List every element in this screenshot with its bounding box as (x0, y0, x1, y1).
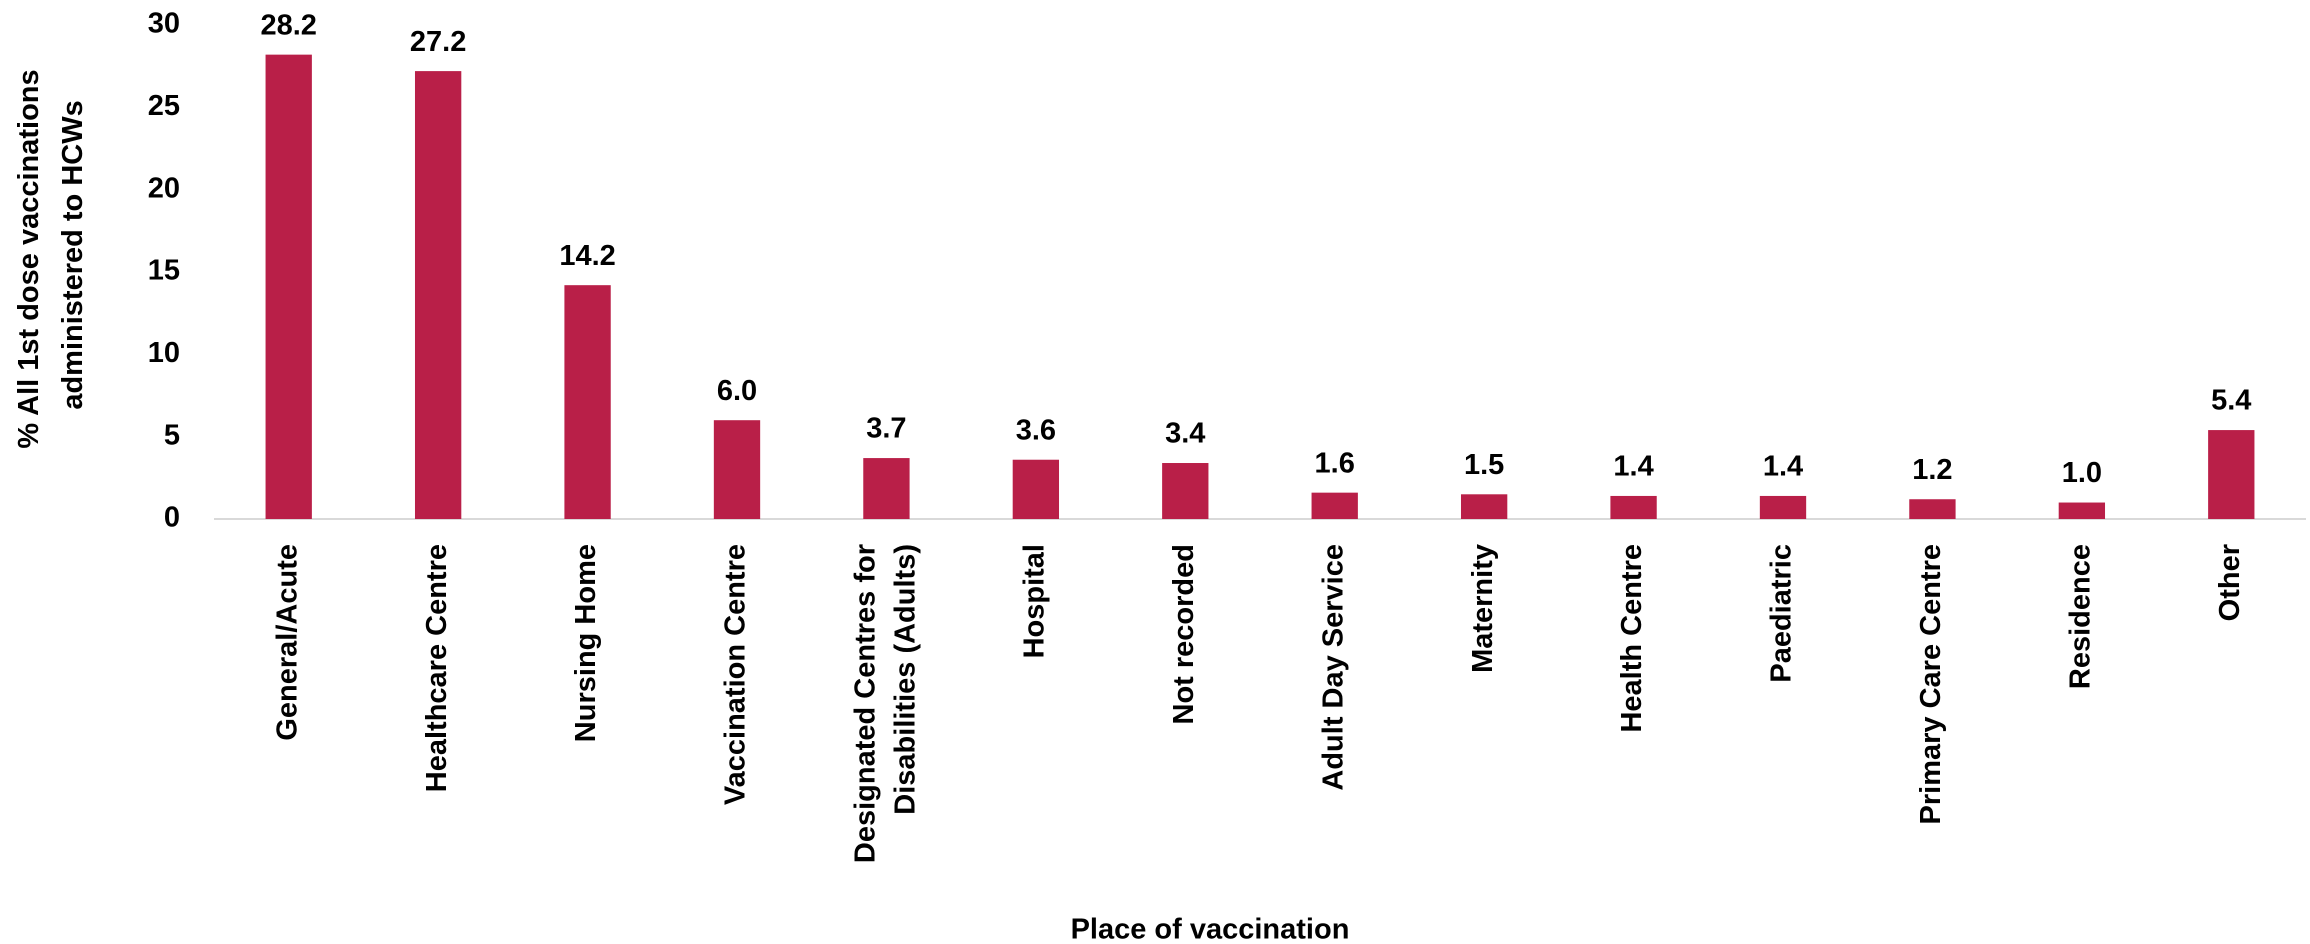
data-label: 1.4 (1613, 451, 1653, 483)
x-tick-label: Designated Centres for Disabilities (Adu… (849, 544, 921, 863)
bar (1311, 492, 1358, 519)
x-tick-label: Nursing Home (570, 544, 602, 742)
bar (1909, 499, 1956, 519)
y-tick-label: 5 (164, 419, 180, 451)
bar (564, 285, 611, 519)
x-tick-label: Health Centre (1616, 544, 1648, 733)
x-tick-label: Residence (2065, 544, 2097, 689)
y-axis-title: % All 1st dose vaccinations administered… (13, 69, 89, 448)
y-tick-label: 25 (148, 90, 180, 122)
bar (1460, 494, 1508, 519)
bar (713, 420, 761, 519)
data-label: 6.0 (717, 375, 757, 407)
x-tick-label: Hospital (1019, 544, 1051, 658)
data-label: 1.0 (2062, 457, 2102, 489)
data-label: 3.4 (1165, 418, 1205, 450)
x-tick-label: Other (2214, 544, 2246, 621)
x-tick-label: Not recorded (1168, 544, 1200, 724)
y-tick-label: 15 (148, 255, 180, 287)
data-label: 27.2 (410, 26, 466, 58)
bar (1759, 495, 1807, 519)
x-axis-title: Place of vaccination (1071, 914, 1350, 944)
x-tick-label: Vaccination Centre (720, 544, 752, 805)
y-tick-label: 0 (164, 502, 180, 534)
x-tick-label: Healthcare Centre (421, 544, 453, 792)
data-label: 1.4 (1763, 451, 1803, 483)
x-tick-label: General/Acute (271, 544, 303, 741)
bar (863, 458, 910, 519)
data-label: 5.4 (2211, 385, 2251, 417)
data-label: 3.6 (1016, 414, 1056, 446)
bar (265, 54, 312, 519)
x-tick-label: Maternity (1467, 544, 1499, 673)
y-tick-label: 30 (148, 8, 180, 40)
data-label: 28.2 (260, 9, 316, 41)
y-tick-label: 10 (148, 337, 180, 369)
x-tick-label: Primary Care Centre (1915, 544, 1947, 824)
data-label: 1.2 (1912, 454, 1952, 486)
bar (2208, 430, 2255, 519)
bar (1012, 459, 1060, 519)
data-label: 1.6 (1315, 447, 1355, 479)
data-label: 14.2 (559, 240, 615, 272)
data-label: 3.7 (866, 413, 906, 445)
bar (1610, 495, 1657, 519)
data-label: 1.5 (1464, 449, 1504, 481)
x-tick-label: Paediatric (1766, 544, 1798, 683)
bar (2058, 502, 2106, 519)
bar (414, 71, 462, 520)
x-tick-label: Adult Day Service (1317, 544, 1349, 791)
y-tick-label: 20 (148, 172, 180, 204)
bar (1162, 463, 1209, 519)
